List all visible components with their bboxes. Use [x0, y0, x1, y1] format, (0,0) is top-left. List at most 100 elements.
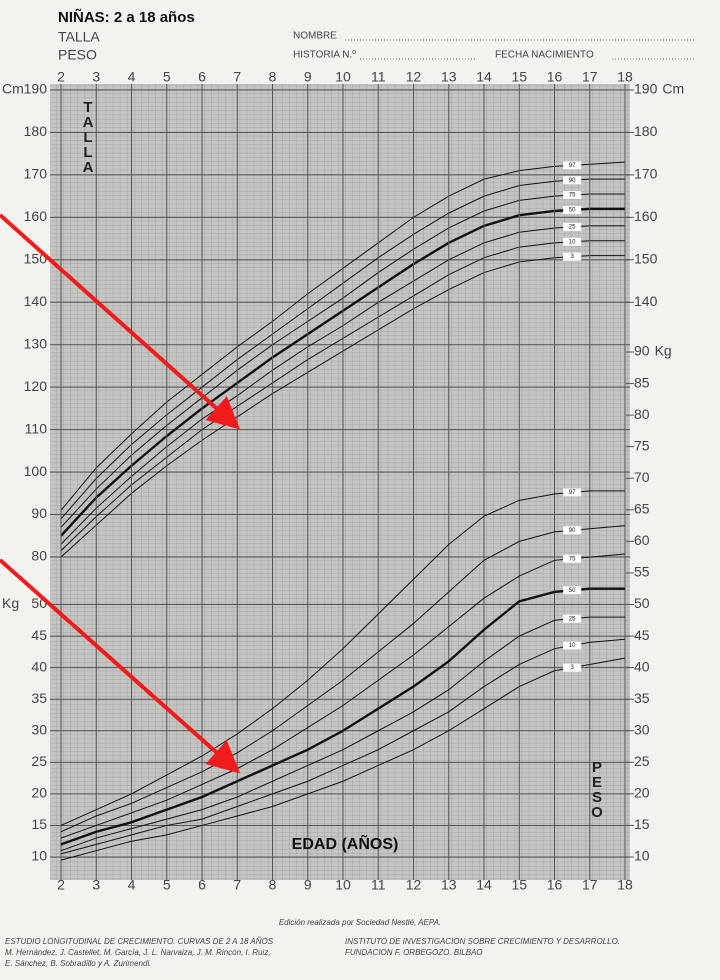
percentile-label: 90 [569, 528, 576, 534]
percentile-tag [563, 488, 582, 497]
x-tick-label: 13 [441, 877, 457, 893]
percentile-line [60, 638, 626, 855]
percentile-tag [563, 176, 582, 185]
x-tick-label: 8 [269, 69, 277, 85]
y-tick-label: 35 [31, 690, 47, 706]
footer-right: FUNDACION F. ORBEGOZO. BILBAO [345, 948, 483, 957]
x-tick-label: 18 [617, 69, 633, 85]
percentile-label: 97 [569, 490, 576, 496]
x-tick-label: 15 [511, 69, 527, 85]
percentile-label: 3 [570, 254, 574, 260]
y2-tick-label: 10 [634, 848, 650, 864]
y-tick-label: 10 [31, 848, 47, 864]
x-tick-label: 8 [269, 877, 277, 893]
y-tick-label: 110 [25, 420, 48, 436]
percentile-line [60, 525, 626, 833]
percentile-tag [563, 252, 582, 261]
fine-grid [50, 84, 630, 880]
x-tick-label: 15 [511, 877, 527, 893]
header-line: TALLA [58, 29, 100, 45]
percentile-tag [563, 614, 582, 623]
axis-label: TALLA [82, 99, 94, 176]
y2-tick-label: 85 [634, 374, 650, 390]
x-tick-label: 18 [617, 877, 633, 893]
y2-tick-label: 80 [634, 406, 650, 422]
percentile-line [60, 553, 626, 839]
percentile-tag [563, 526, 582, 535]
percentile-tag [563, 663, 582, 672]
y2-tick-label: 190 [634, 81, 658, 97]
x-tick-label: 6 [198, 877, 206, 893]
x-tick-label: 5 [163, 69, 171, 85]
header-line: PESO [58, 47, 97, 63]
percentile-label: 75 [569, 556, 576, 562]
percentile-line [60, 616, 625, 852]
y-tick-label: 15 [31, 816, 47, 832]
percentile-label: 10 [569, 643, 576, 649]
percentile-tag [563, 641, 582, 650]
y-tick-label: 20 [31, 785, 47, 801]
percentile-label: 10 [569, 239, 576, 245]
x-tick-label: 2 [57, 877, 65, 893]
y2-tick-label: 150 [634, 251, 658, 267]
y-tick-label: 30 [31, 721, 47, 737]
percentile-label: 25 [569, 224, 576, 230]
y2-tick-label: 180 [634, 123, 658, 139]
unit-label: Kg [2, 595, 19, 611]
y-tick-label: 25 [31, 753, 47, 769]
percentile-label: 90 [569, 178, 576, 184]
percentile-line [60, 657, 626, 861]
x-tick-label: 17 [582, 877, 598, 893]
y-tick-label: 130 [24, 335, 48, 351]
y2-tick-label: 50 [634, 595, 650, 611]
y-tick-label: 90 [31, 505, 47, 521]
y2-tick-label: 35 [634, 690, 650, 706]
percentile-label: 75 [569, 193, 576, 199]
y-tick-label: 120 [24, 378, 48, 394]
footer-left: ESTUDIO LONGITUDINAL DE CRECIMIENTO. CUR… [5, 937, 274, 946]
x-axis-label: EDAD (AÑOS) [292, 833, 399, 853]
percentile-label: 50 [569, 588, 576, 594]
y2-tick-label: 70 [634, 469, 650, 485]
percentile-tag [563, 191, 582, 200]
y2-tick-label: 170 [634, 166, 658, 182]
x-tick-label: 10 [335, 69, 351, 85]
percentile-tag [563, 205, 582, 214]
x-tick-label: 5 [163, 877, 171, 893]
x-tick-label: 14 [476, 69, 492, 85]
x-tick-label: 9 [304, 69, 312, 85]
x-tick-label: 9 [304, 877, 312, 893]
field-label: NOMBRE [293, 31, 337, 42]
footer-left: M. Hernández, J. Castellet, M. García, J… [5, 948, 270, 957]
y2-tick-label: 75 [634, 437, 650, 453]
x-tick-label: 17 [582, 69, 598, 85]
header-title: NIÑAS: 2 a 18 años [58, 8, 195, 26]
x-tick-label: 16 [547, 877, 563, 893]
y-tick-label: 190 [24, 81, 48, 97]
percentile-label: 3 [570, 665, 574, 671]
y-tick-label: 40 [31, 658, 47, 674]
x-tick-label: 11 [371, 877, 386, 893]
x-tick-label: 12 [406, 877, 422, 893]
x-tick-label: 3 [92, 877, 100, 893]
percentile-tag [563, 161, 582, 170]
x-tick-label: 4 [128, 877, 136, 893]
y2-tick-label: 45 [634, 627, 650, 643]
percentile-line [60, 490, 625, 826]
x-tick-label: 3 [92, 69, 100, 85]
y-tick-label: 180 [24, 123, 48, 139]
y2-tick-label: 40 [634, 658, 650, 674]
y2-tick-label: 15 [634, 816, 650, 832]
footer-right: INSTITUTO DE INVESTIGACION SOBRE CRECIMI… [345, 937, 620, 946]
y-tick-label: 170 [24, 166, 48, 182]
percentile-tag [563, 222, 582, 231]
y-tick-label: 160 [24, 208, 48, 224]
x-tick-label: 13 [441, 69, 457, 85]
percentile-label: 25 [569, 616, 576, 622]
x-tick-label: 11 [371, 69, 386, 85]
y2-tick-label: 30 [634, 721, 650, 737]
percentile-label: 97 [569, 163, 576, 169]
field-label: HISTORIA N.º [293, 50, 356, 61]
y-tick-label: 100 [24, 463, 48, 479]
